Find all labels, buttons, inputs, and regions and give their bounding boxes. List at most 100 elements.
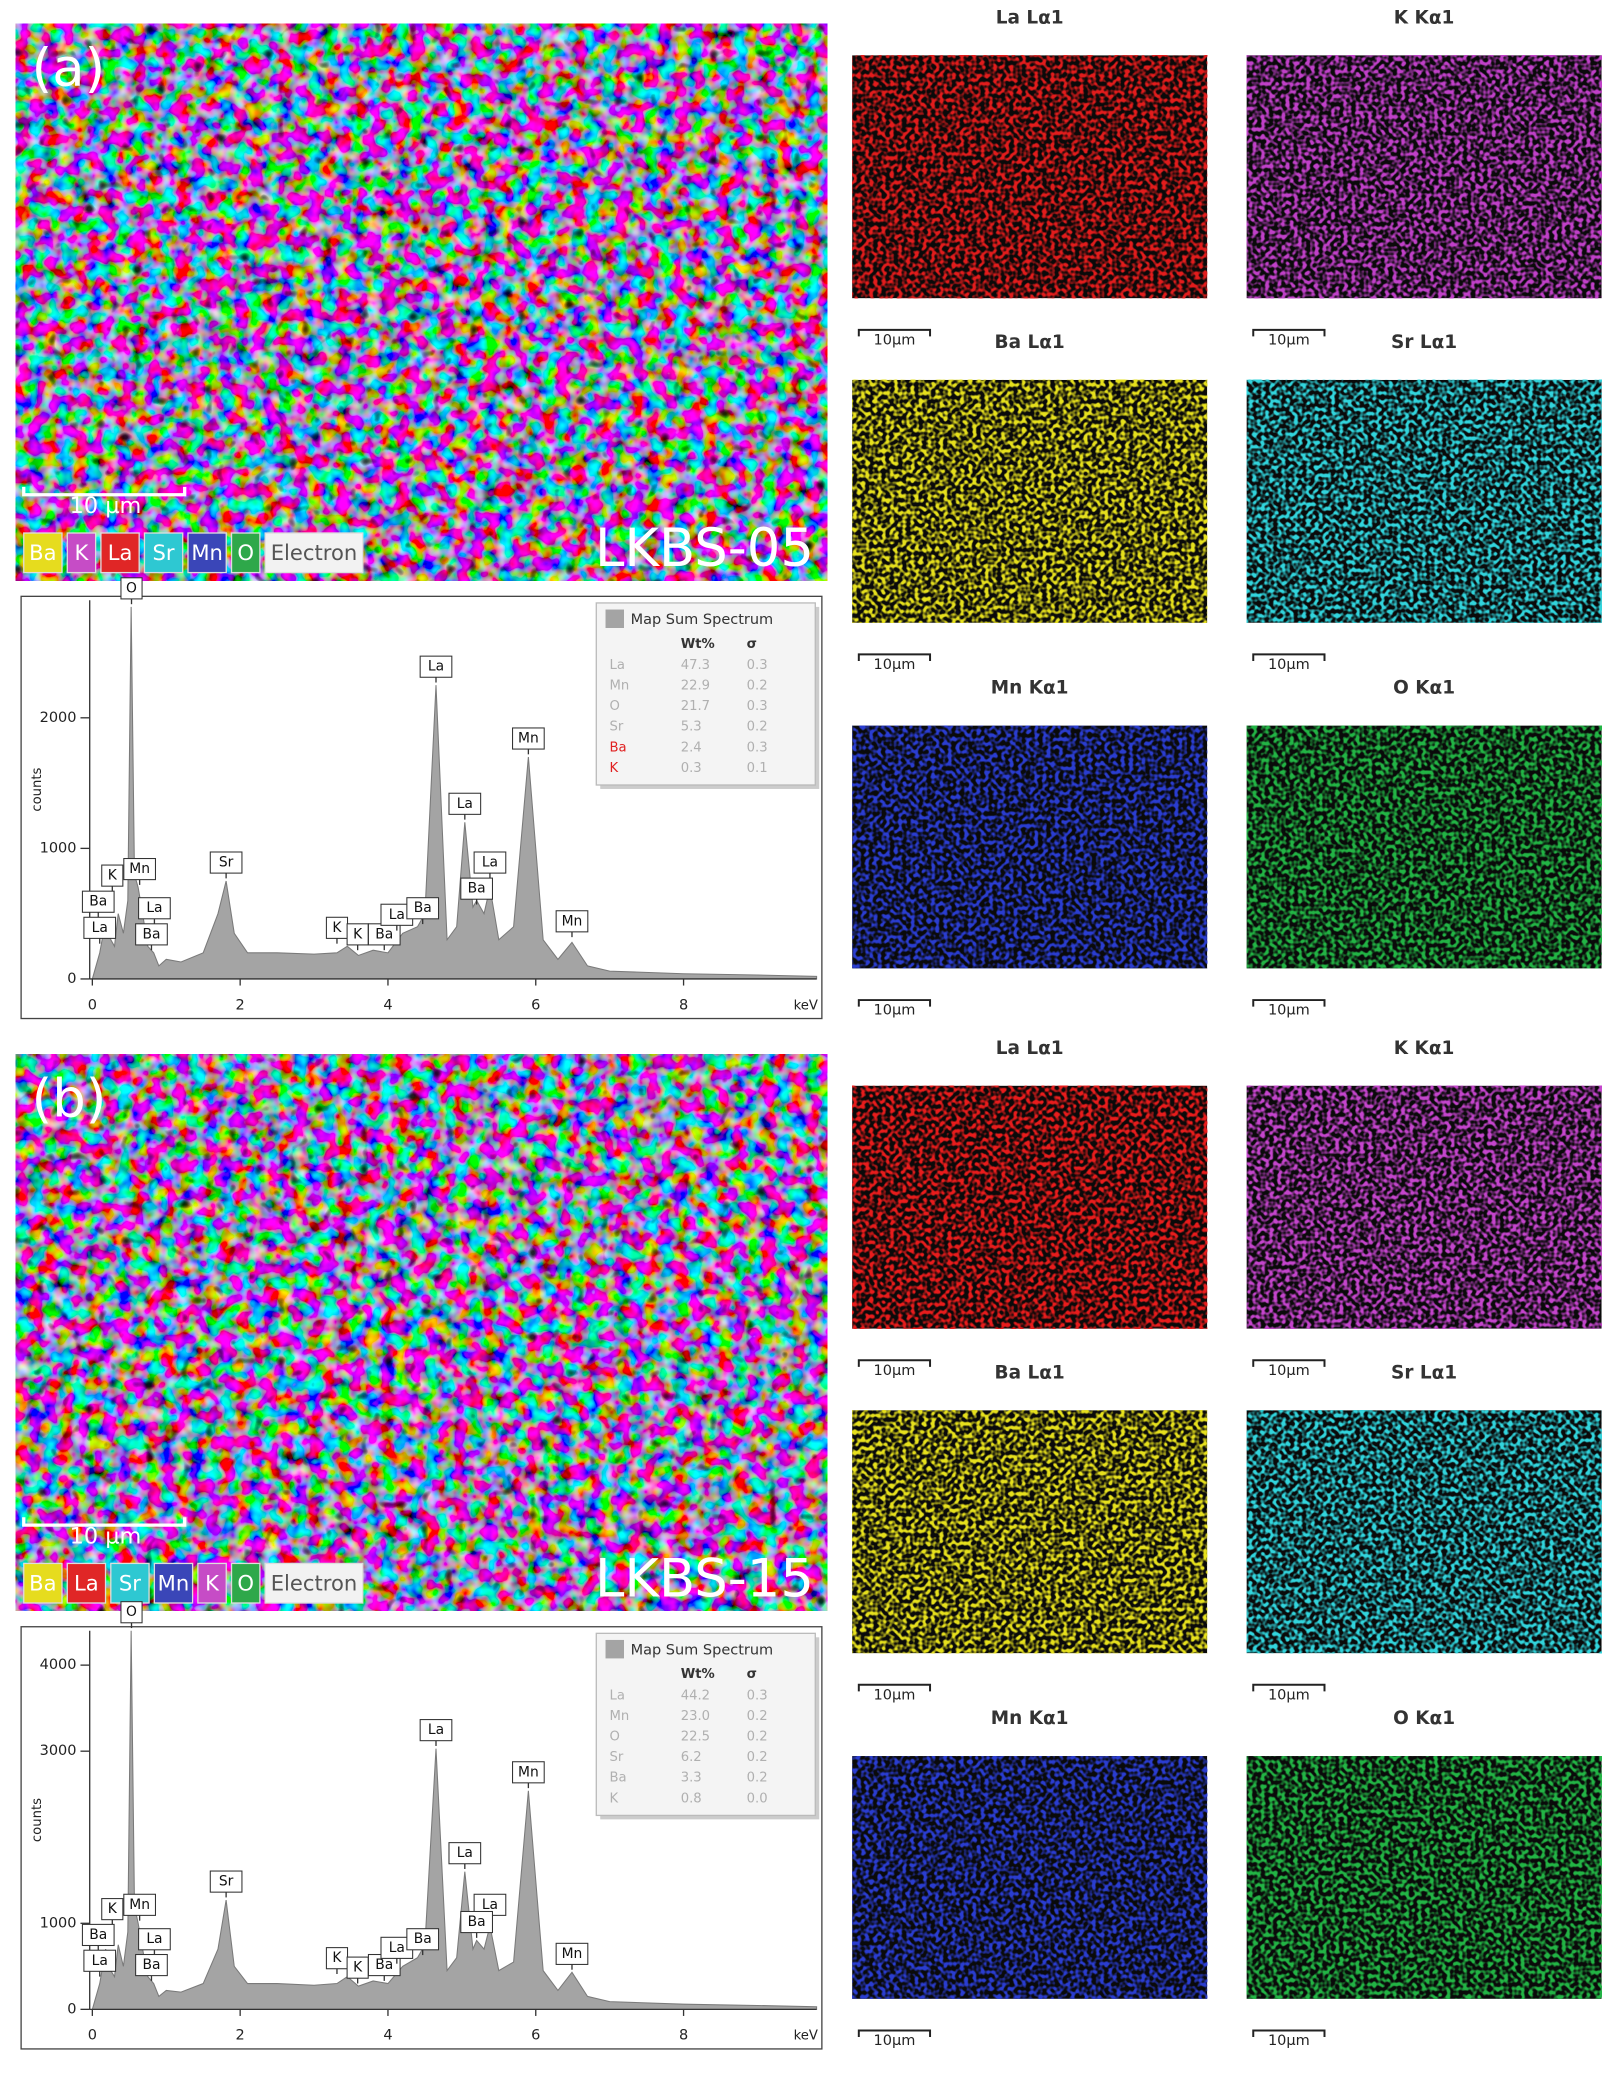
x-axis-label: keV xyxy=(794,2029,818,2044)
legend-sigma: 0.1 xyxy=(747,761,768,776)
legend-sigma: 0.0 xyxy=(747,1791,768,1806)
map-scale-bar xyxy=(857,2029,932,2038)
peak-label-text: K xyxy=(332,1950,342,1966)
element-map xyxy=(1246,1085,1602,1329)
peak-label-text: K xyxy=(353,926,363,942)
peak-label-text: La xyxy=(389,907,405,923)
map-scale-bar xyxy=(857,1683,932,1692)
legend-title: Map Sum Spectrum xyxy=(631,612,774,628)
peak-label-text: K xyxy=(108,868,118,884)
x-axis-label: keV xyxy=(794,998,818,1013)
legend-swatch xyxy=(605,609,624,629)
sample-name: LKBS-15 xyxy=(595,1549,814,1610)
legend-sigma: 0.2 xyxy=(747,1750,768,1765)
map-scale-bar xyxy=(1252,999,1326,1007)
legend-header: σ xyxy=(747,637,757,652)
peak-label-text: K xyxy=(353,1960,363,1976)
scale-bar-label: 10 µm xyxy=(70,1524,142,1550)
map-title: La Lα1 xyxy=(996,7,1064,28)
y-tick-label: 4000 xyxy=(40,1657,77,1673)
element-chip xyxy=(110,1562,150,1604)
peak-label-box xyxy=(101,1898,124,1921)
peak-label: La xyxy=(473,1893,507,1921)
legend-wt: 0.3 xyxy=(681,761,702,776)
peak-label-text: K xyxy=(108,1901,118,1917)
element-chip-label: Mn xyxy=(191,540,223,565)
legend-sigma: 0.2 xyxy=(747,1771,768,1786)
peak-label-box xyxy=(135,923,168,946)
peak-label-box xyxy=(81,890,115,913)
panel-label: (a) xyxy=(32,38,106,99)
peak-label: Ba xyxy=(367,923,401,951)
map-title: O Kα1 xyxy=(1393,1708,1455,1729)
legend-element: La xyxy=(609,1688,624,1703)
peak-label-box xyxy=(406,1928,440,1951)
legend-wt: 0.8 xyxy=(681,1791,702,1806)
legend-header: σ xyxy=(747,1667,757,1682)
map-scale-label: 10µm xyxy=(1268,332,1310,348)
legend-box xyxy=(595,602,816,786)
map-scale-bar xyxy=(857,328,932,337)
y-axis-label: counts xyxy=(30,767,45,811)
map-scale-bar xyxy=(1252,653,1326,661)
peak-label: Ba xyxy=(135,923,168,951)
peak-label-box xyxy=(209,851,243,874)
element-chip-label: La xyxy=(108,540,133,565)
map-scale-label: 10µm xyxy=(1268,1003,1310,1019)
peak-label-box xyxy=(101,864,124,887)
legend-wt: 47.3 xyxy=(681,658,710,673)
x-tick-label: 6 xyxy=(531,997,540,1013)
peak-label-box xyxy=(460,877,493,900)
peak-label-text: Mn xyxy=(562,1946,583,1962)
peak-label-text: La xyxy=(92,1953,108,1969)
legend-swatch xyxy=(605,1639,624,1659)
element-chip xyxy=(197,1562,227,1604)
x-tick-label: 8 xyxy=(679,2028,688,2044)
peak-label: Mn xyxy=(555,910,589,938)
map-scale-label: 10µm xyxy=(1268,2033,1310,2049)
legend-element: Sr xyxy=(609,720,623,735)
legend-wt: 6.2 xyxy=(681,1750,702,1765)
map-title: Sr Lα1 xyxy=(1391,332,1457,353)
sample-name: LKBS-05 xyxy=(595,518,814,579)
map-scale-label: 10µm xyxy=(874,1363,916,1379)
element-map xyxy=(1246,379,1602,623)
element-chip xyxy=(23,1562,63,1604)
x-tick-label: 2 xyxy=(236,997,245,1013)
legend-element: Sr xyxy=(609,1750,623,1765)
peak-label: Ba xyxy=(135,1953,168,1981)
map-title: K Kα1 xyxy=(1394,7,1455,28)
peak-label-box xyxy=(406,897,440,920)
map-scale-bar xyxy=(1252,2029,1326,2038)
panel-label: (b) xyxy=(32,1068,107,1129)
peak-label-box xyxy=(512,727,545,750)
peak-label: La xyxy=(473,851,507,879)
peak-label-text: La xyxy=(428,1722,444,1738)
peak-label-box xyxy=(120,1601,143,1624)
map-title: Mn Kα1 xyxy=(991,1708,1069,1729)
legend-sigma: 0.3 xyxy=(747,740,768,755)
peak-label-box xyxy=(81,1923,115,1947)
legend-element: K xyxy=(609,1791,618,1806)
peak-label-text: Mn xyxy=(562,913,583,929)
peak-label-box xyxy=(512,1761,545,1784)
peak-label: Mn xyxy=(123,1893,157,1921)
legend-wt: 22.9 xyxy=(681,679,710,694)
legend-sigma: 0.3 xyxy=(747,658,768,673)
peak-label-text: O xyxy=(126,1604,137,1620)
legend-element: O xyxy=(609,1730,619,1745)
legend-element: K xyxy=(609,761,618,776)
legend-wt: 3.3 xyxy=(681,1771,702,1786)
element-chip xyxy=(187,532,227,574)
map-scale-bar xyxy=(1252,1683,1326,1692)
peak-label-box xyxy=(448,1842,482,1865)
y-axis-label: counts xyxy=(30,1798,45,1842)
element-map xyxy=(852,55,1208,299)
y-tick-label: 2000 xyxy=(40,710,77,726)
map-scale-bar xyxy=(857,1359,932,1367)
legend-sigma: 0.2 xyxy=(747,1709,768,1724)
peak-label-text: K xyxy=(332,920,342,936)
